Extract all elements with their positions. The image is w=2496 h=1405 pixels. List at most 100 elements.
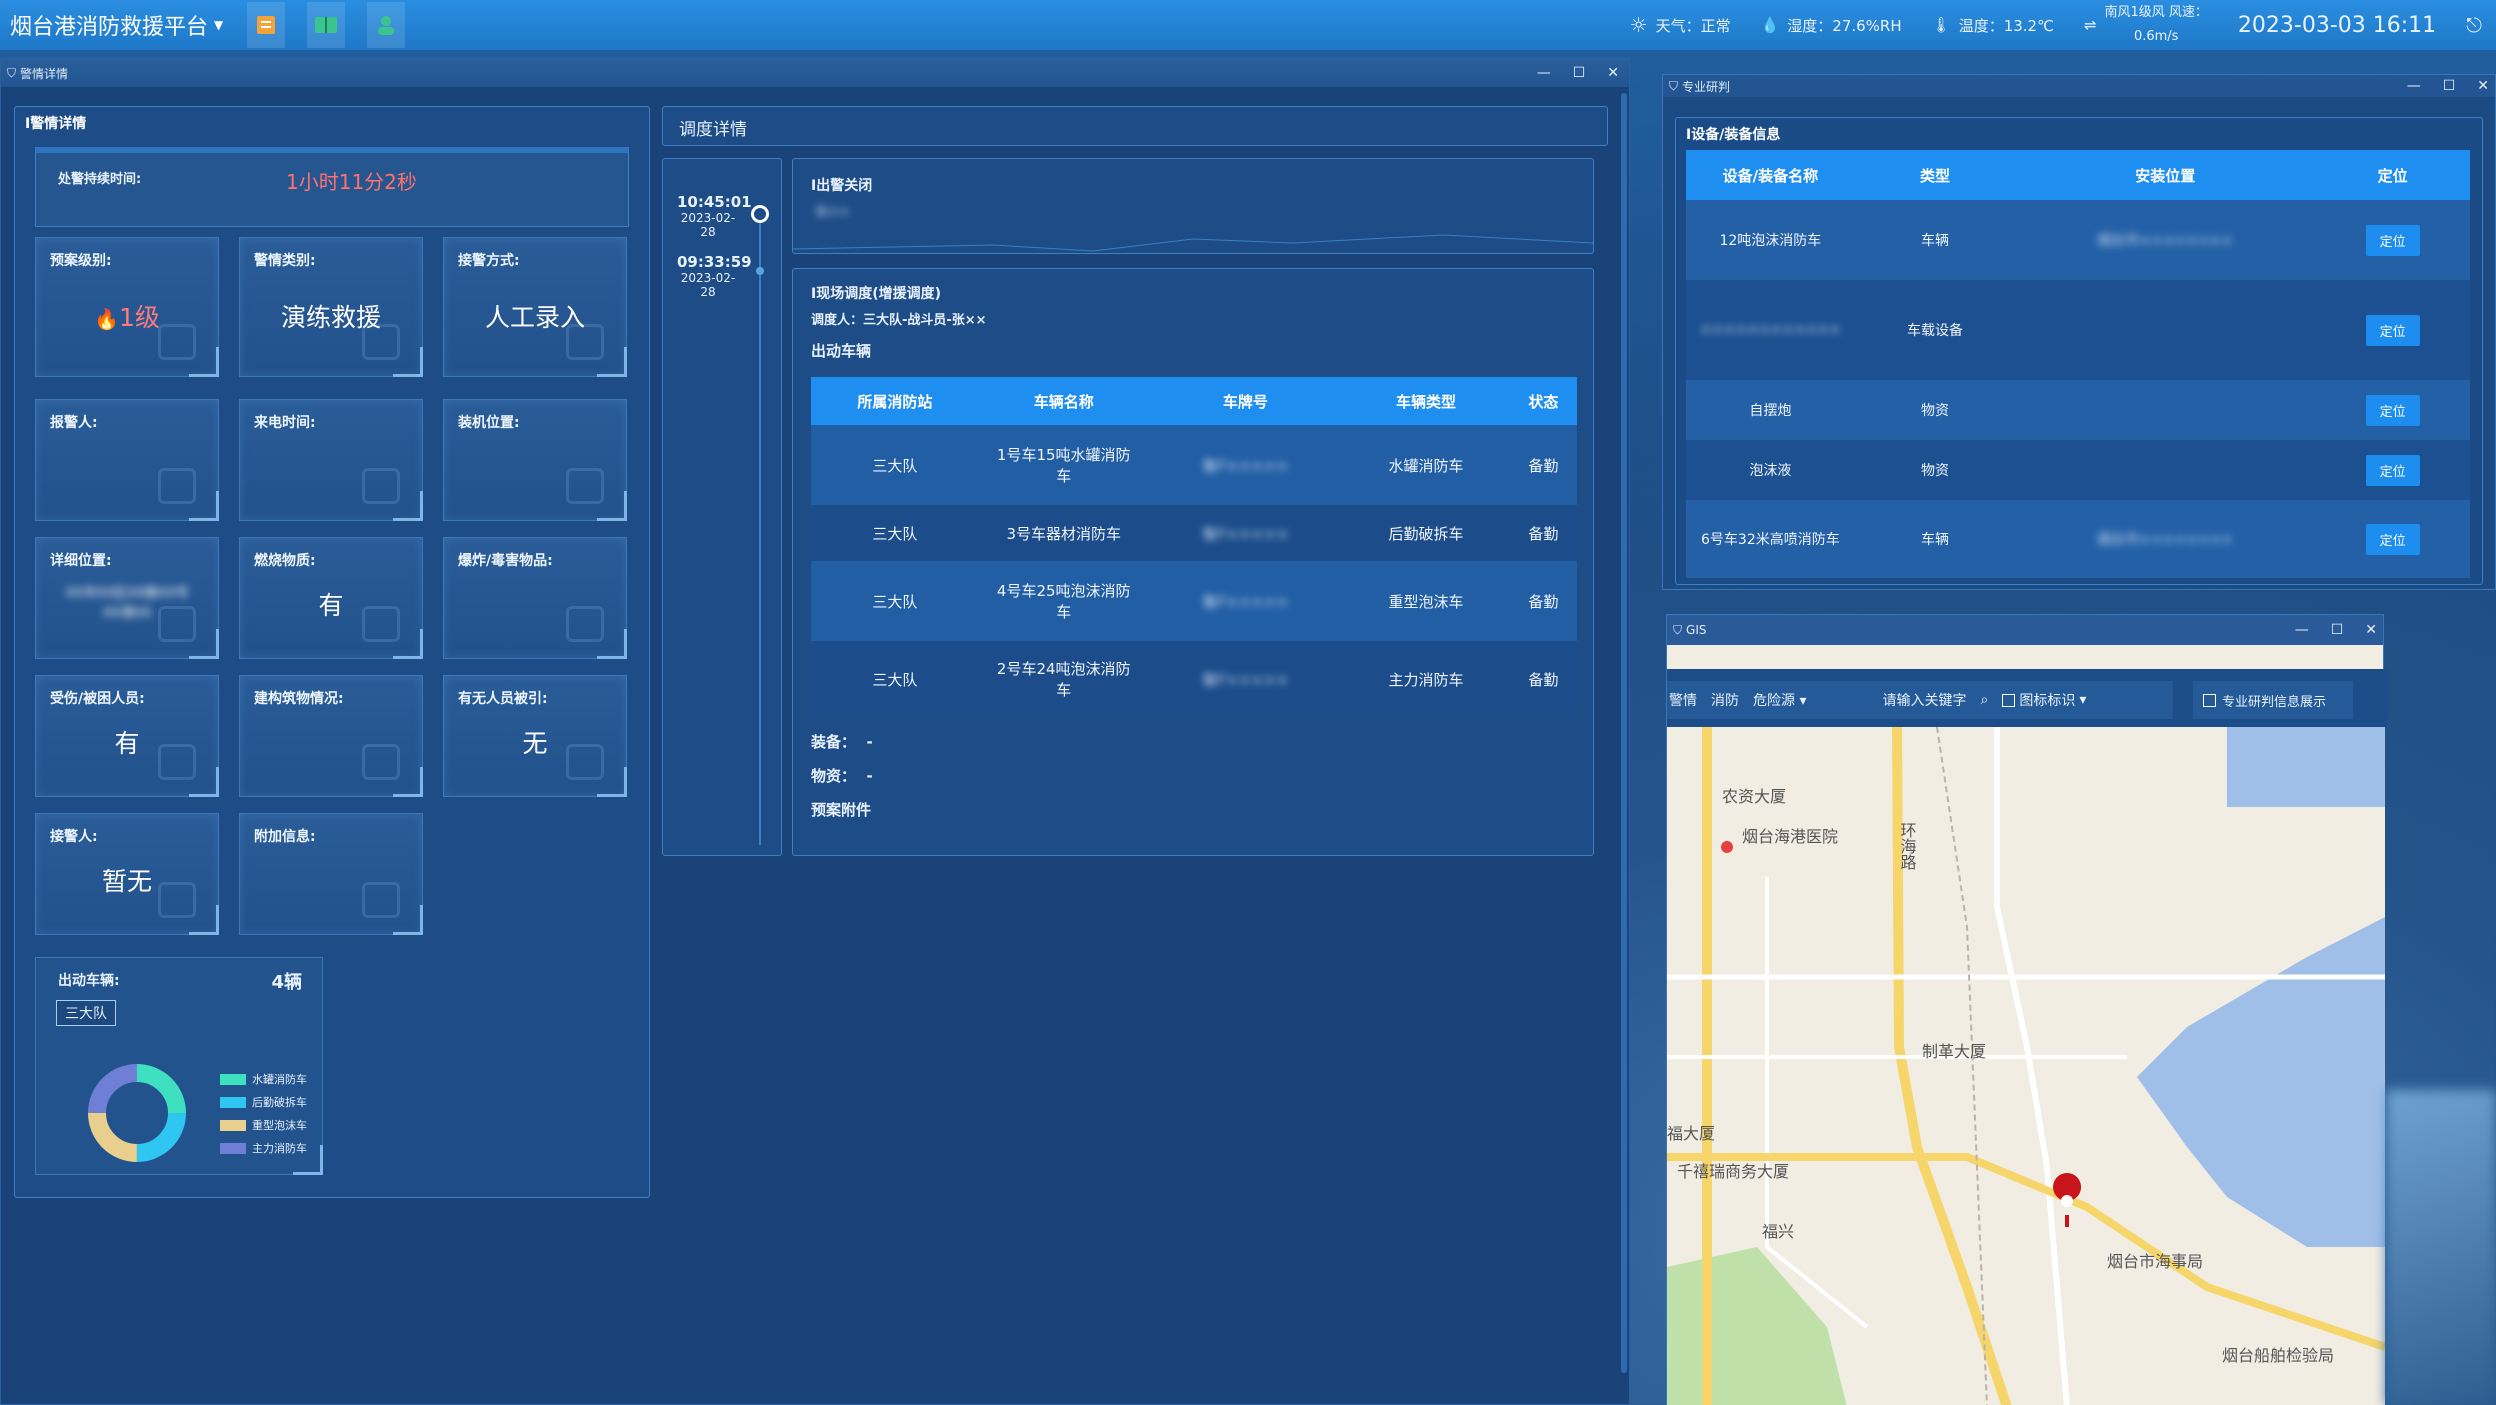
donut-legend: 水罐消防车 后勤破拆车 重型泡沫车 主力消防车 <box>220 1068 307 1160</box>
table-header[interactable]: 定位 <box>2315 150 2470 200</box>
table-cell: 主力消防车 <box>1388 670 1464 689</box>
plan-attachment[interactable]: 预案附件 <box>811 801 872 819</box>
alarm-card: 来电时间: <box>239 399 423 521</box>
table-row[interactable]: 自摆炮 物资 定位 <box>1686 380 2470 440</box>
card-corner <box>189 491 219 521</box>
alarm-card: 装机位置: <box>443 399 627 521</box>
card-corner <box>597 767 627 797</box>
dispatch-title: 调度详情 <box>679 120 747 140</box>
alarm-card: 有无人员被引: 无 <box>443 675 627 797</box>
locate-button[interactable]: 定位 <box>2365 224 2420 256</box>
vehicles-label: 出动车辆: <box>58 973 120 989</box>
alarm-card: 接警方式: 人工录入 <box>443 237 627 377</box>
table-header[interactable]: 所属消防站 <box>811 377 979 425</box>
vehicles-summary: 出动车辆: 4辆 三大队 水罐消防车 后勤破拆车 重型泡沫车 主力消防车 <box>35 957 323 1175</box>
alarm-card: 附加信息: <box>239 813 423 935</box>
dispatch-header: 调度详情 <box>662 106 1608 146</box>
card-corner <box>597 491 627 521</box>
locate-button[interactable]: 定位 <box>2365 454 2420 486</box>
timeline-time: 10:45:01 <box>677 193 752 211</box>
card-value: 暂无 <box>101 867 152 896</box>
table-header[interactable]: 状态 <box>1509 377 1577 425</box>
card-corner <box>393 629 423 659</box>
minimize-icon[interactable]: — <box>2406 78 2421 94</box>
user-icon[interactable] <box>367 2 406 48</box>
maximize-icon[interactable]: ☐ <box>1572 65 1586 81</box>
window-titlebar: ⛉ 专业研判 — ☐ ✕ <box>1663 75 2495 97</box>
close-icon[interactable]: ✕ <box>2477 78 2489 94</box>
locate-button[interactable]: 定位 <box>2365 394 2420 426</box>
table-cell: 三大队 <box>872 456 918 475</box>
table-header[interactable]: 安装位置 <box>2015 150 2316 200</box>
card-value: 🔥1级 <box>94 303 160 332</box>
watermark-icon <box>362 468 400 504</box>
watermark-icon <box>566 324 604 360</box>
alarm-card: 警情类别: 演练救援 <box>239 237 423 377</box>
search-input[interactable]: 请输入关键字 <box>1882 693 1967 709</box>
close-icon[interactable]: ✕ <box>2365 622 2377 638</box>
brigade-tag[interactable]: 三大队 <box>56 1000 116 1026</box>
toolbar-alarm[interactable]: 警情 <box>1669 693 1697 709</box>
card-value: 有 <box>114 729 140 758</box>
card-label: 预案级别: <box>50 253 112 269</box>
locate-button[interactable]: 定位 <box>2365 314 2420 346</box>
close-icon[interactable]: ✕ <box>1607 65 1619 81</box>
vehicles-heading: 出动车辆 <box>811 342 872 360</box>
timeline-dot-active[interactable] <box>751 205 769 223</box>
table-row[interactable]: 泡沫液 物资 定位 <box>1686 440 2470 500</box>
locate-button[interactable]: 定位 <box>2365 523 2420 555</box>
watermark-icon <box>362 882 400 918</box>
fire-icon: 🔥 <box>94 307 119 331</box>
minimize-icon[interactable]: — <box>2294 622 2309 638</box>
window-titlebar: ⛉ GIS — ☐ ✕ <box>1667 615 2383 645</box>
table-header[interactable]: 类型 <box>1854 150 2016 200</box>
map-label: 烟台市海事局 <box>2107 1252 2203 1271</box>
app-title-dropdown[interactable]: 烟台港消防救援平台 ▼ <box>0 9 223 41</box>
minimize-icon[interactable]: — <box>1536 65 1551 81</box>
table-cell: 自摆炮 <box>1749 403 1792 419</box>
layer-checkbox[interactable]: 图标标识 ▾ <box>2002 690 2086 710</box>
vehicles-table: 所属消防站 车辆名称 车牌号 车辆类型 状态 三大队 1号车15吨水罐消防车 鲁F×××××… <box>811 377 1577 717</box>
table-row[interactable]: 三大队 1号车15吨水罐消防车 鲁F××××× 水罐消防车 备勤 <box>811 425 1577 505</box>
search-icon[interactable]: ⌕ <box>1980 692 1989 708</box>
alarm-list-icon[interactable] <box>247 2 286 48</box>
card-label: 接警方式: <box>458 253 520 269</box>
background-decor <box>2386 1090 2496 1405</box>
toolbar-hazard[interactable]: 危险源 ▾ <box>1753 693 1807 709</box>
timeline-date: 2023-02-28 <box>680 211 736 239</box>
map-label: 环海路 <box>1898 822 1917 870</box>
card-value: 人工录入 <box>484 303 585 332</box>
table-row[interactable]: 6号车32米高喷消防车 车辆 烟台市×××××××× 定位 <box>1686 500 2470 578</box>
table-header[interactable]: 车辆名称 <box>978 377 1149 425</box>
table-header[interactable]: 设备/装备名称 <box>1686 150 1855 200</box>
table-cell: 后勤破拆车 <box>1388 524 1464 543</box>
table-cell: 备勤 <box>1528 670 1559 689</box>
table-row[interactable]: 三大队 2号车24吨泡沫消防车 鲁F××××× 主力消防车 备勤 <box>811 641 1577 717</box>
table-row[interactable]: ×××××××××××× 车载设备 定位 <box>1686 280 2470 380</box>
dispatch-close-card: Ⅰ出警关闭 张×× <box>792 158 1594 254</box>
table-row[interactable]: 三大队 3号车器材消防车 鲁F××××× 后勤破拆车 备勤 <box>811 505 1577 561</box>
research-toggle[interactable]: 专业研判信息展示 <box>2193 681 2353 719</box>
watermark-icon <box>158 744 196 780</box>
maximize-icon[interactable]: ☐ <box>2442 78 2456 94</box>
window-scrollbar[interactable] <box>1621 93 1627 1373</box>
table-row[interactable]: 12吨泡沫消防车 车辆 烟台市×××××××× 定位 <box>1686 200 2470 280</box>
maximize-icon[interactable]: ☐ <box>2330 622 2344 638</box>
window-title: 警情详情 <box>20 66 69 81</box>
logout-icon[interactable]: ⎋ <box>2466 13 2482 37</box>
table-cell <box>2015 380 2315 440</box>
table-header[interactable]: 车牌号 <box>1148 377 1343 425</box>
table-row[interactable]: 三大队 4号车25吨泡沫消防车 鲁F××××× 重型泡沫车 备勤 <box>811 561 1577 641</box>
close-title: Ⅰ出警关闭 <box>811 178 873 194</box>
alarm-card: 报警人: <box>35 399 219 521</box>
duration-box: 处警持续时间: 1小时11分2秒 <box>35 147 629 227</box>
table-cell: 鲁F××××× <box>1202 670 1289 689</box>
toolbar-fire[interactable]: 消防 <box>1711 693 1739 709</box>
location-pin-icon[interactable] <box>2053 1173 2082 1201</box>
timeline-dot[interactable] <box>756 267 764 275</box>
alarm-card: 燃烧物质: 有 <box>239 537 423 659</box>
table-header[interactable]: 车辆类型 <box>1342 377 1510 425</box>
book-icon[interactable] <box>307 2 346 48</box>
map-label: 福兴 <box>1762 1222 1794 1241</box>
